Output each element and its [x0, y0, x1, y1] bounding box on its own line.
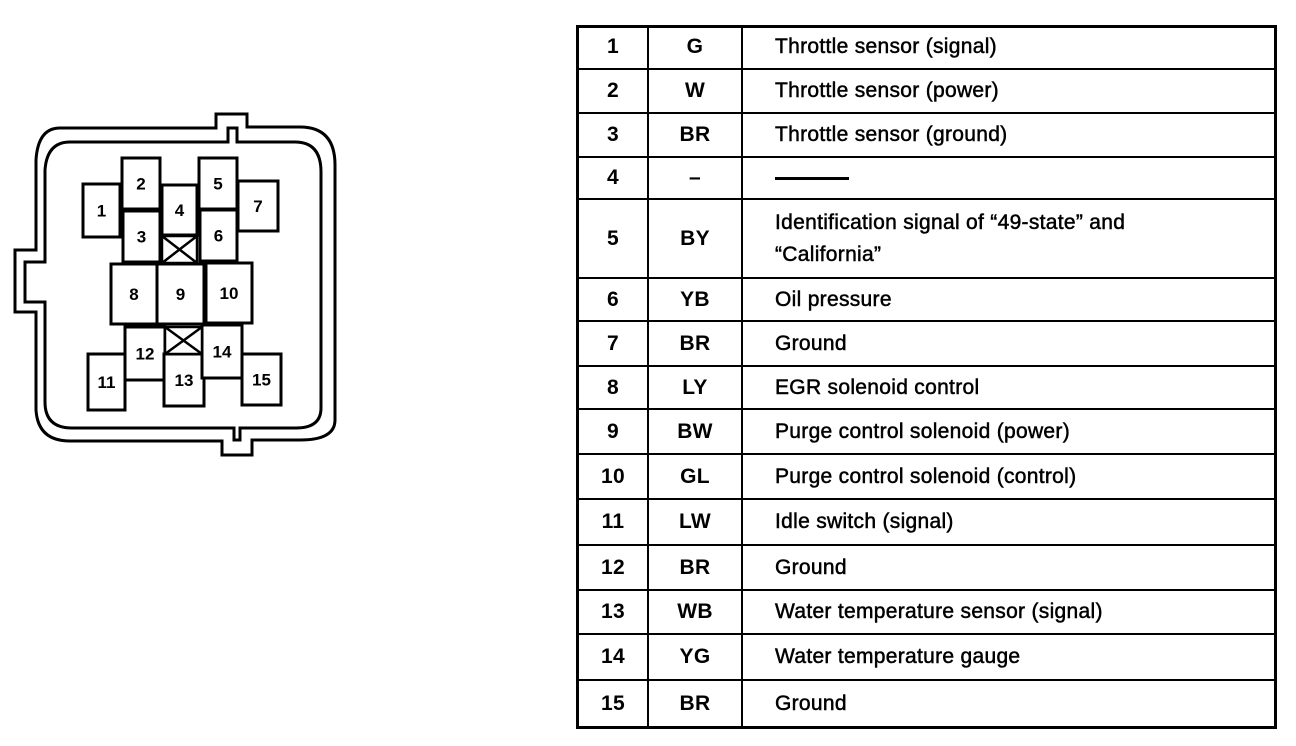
wire-color-cell: BY — [649, 200, 743, 277]
pin-number-label: 7 — [253, 197, 262, 216]
table-row: 2 W Throttle sensor (power) — [579, 70, 1274, 114]
unused-dash — [775, 176, 849, 180]
pin-12-cavity — [123, 325, 167, 382]
description-cell: Idle switch (signal) — [775, 510, 954, 534]
pin-number-label: 9 — [176, 285, 185, 304]
pin-11-cavity — [86, 352, 127, 412]
wire-color-cell: LY — [649, 367, 743, 408]
pin-number-cell: 7 — [579, 322, 649, 365]
pin-number-label: 6 — [214, 227, 223, 246]
pin-3-cavity — [121, 209, 162, 264]
description-cell: Oil pressure — [775, 287, 892, 311]
table-row: 4– — [579, 158, 1274, 200]
pin-number-cell: 10 — [579, 455, 649, 498]
wire-color-cell: BR — [649, 114, 743, 156]
pin-7-cavity — [236, 179, 280, 233]
pin-10-cavity — [204, 261, 254, 325]
description-cell: Throttle sensor (ground) — [775, 123, 1008, 147]
connector-outer-outline — [13, 112, 337, 457]
pin-number-label: 8 — [129, 285, 138, 304]
pin-number-cell: 12 — [579, 546, 649, 589]
pin-number-cell: 15 — [579, 681, 649, 727]
pin-number-cell: 14 — [579, 635, 649, 679]
pin-number-cell: 11 — [579, 500, 649, 544]
description-cell: Throttle sensor (power) — [775, 79, 999, 103]
pin-number-label: 1 — [97, 202, 106, 221]
pin-assignment-table: 1 G Throttle sensor (signal) 2 W Throttle sen… — [576, 25, 1277, 729]
pin-8-cavity — [109, 262, 159, 326]
table-row: 5 BY Identification signal of “49-state” a… — [579, 200, 1274, 279]
pin-number-label: 2 — [136, 175, 145, 194]
pin-number-cell: 9 — [579, 410, 649, 453]
wire-color-cell: LW — [649, 500, 743, 544]
wire-color-cell: BR — [649, 681, 743, 727]
wire-color-cell: BW — [649, 410, 743, 453]
pin-number-cell: 1 — [579, 25, 649, 68]
pin-number-cell: 8 — [579, 367, 649, 408]
pin-number-label: 3 — [137, 228, 146, 247]
description-cell: Throttle sensor (signal) — [775, 34, 997, 58]
wire-color-cell: BR — [649, 322, 743, 365]
pin-1-cavity — [81, 182, 122, 239]
pin-number-label: 14 — [213, 343, 232, 362]
wire-color-cell: YB — [649, 279, 743, 320]
pin-number-label: 12 — [136, 345, 155, 364]
pin-number-cell: 2 — [579, 70, 649, 112]
pin-number-label: 10 — [220, 284, 239, 303]
pin-15-cavity — [240, 352, 283, 407]
table-row: 8 LY EGR solenoid control — [579, 367, 1274, 410]
description-cell — [743, 158, 1274, 198]
description-cell: Water temperature gauge — [775, 645, 1021, 669]
pin-number-cell: 3 — [579, 114, 649, 156]
blank-cavity-x-mark — [163, 325, 204, 356]
pin-number-label: 5 — [213, 175, 222, 194]
description-cell: Ground — [775, 692, 847, 716]
table-row: 6 YB Oil pressure — [579, 279, 1274, 322]
pin-number-label: 4 — [175, 201, 185, 220]
table-row: 7 BR Ground — [579, 322, 1274, 367]
pin-number-label: 13 — [175, 371, 194, 390]
pin-number-cell: 13 — [579, 591, 649, 633]
wire-color-cell: G — [649, 25, 743, 68]
pin-4-cavity — [160, 183, 199, 237]
description-cell: Ground — [775, 555, 847, 579]
table-row: 15 BR Ground — [579, 681, 1274, 727]
pin-14-cavity — [200, 323, 244, 380]
wire-color-cell: – — [649, 158, 743, 198]
pin-number-label: 11 — [98, 373, 116, 392]
connector-inner-outline — [23, 126, 323, 442]
description-cell: Purge control solenoid (control) — [775, 464, 1077, 488]
pin-number-cell: 5 — [579, 200, 649, 277]
blank-cavity-x-mark — [160, 234, 199, 265]
wire-color-cell: GL — [649, 455, 743, 498]
wire-color-cell: BR — [649, 546, 743, 589]
table-row: 1 G Throttle sensor (signal) — [579, 25, 1274, 70]
pin-9-cavity — [155, 262, 206, 326]
pin-number-label: 15 — [252, 371, 271, 390]
table-row: 3 BR Throttle sensor (ground) — [579, 114, 1274, 158]
pin-6-cavity — [198, 208, 239, 263]
table-row: 14 YG Water temperature gauge — [579, 635, 1274, 681]
table-row: 9 BW Purge control solenoid (power) — [579, 410, 1274, 455]
pin-13-cavity — [162, 352, 206, 408]
table-row: 13 WB Water temperature sensor (signal) — [579, 591, 1274, 635]
pin-2-cavity — [120, 156, 162, 211]
wire-color-cell: YG — [649, 635, 743, 679]
pin-number-cell: 6 — [579, 279, 649, 320]
description-cell: Water temperature sensor (signal) — [775, 600, 1103, 624]
wire-color-cell: WB — [649, 591, 743, 633]
table-row: 12 BR Ground — [579, 546, 1274, 591]
description-cell: Purge control solenoid (power) — [775, 419, 1070, 443]
description-cell: Ground — [775, 331, 847, 355]
table-row: 11 LW Idle switch (signal) — [579, 500, 1274, 546]
table-row: 10 GL Purge control solenoid (control) — [579, 455, 1274, 500]
description-cell: Identification signal of “49-state” and … — [775, 210, 1126, 266]
wire-color-cell: W — [649, 70, 743, 112]
description-cell: EGR solenoid control — [775, 375, 980, 399]
pin-number-cell: 4 — [579, 158, 649, 198]
